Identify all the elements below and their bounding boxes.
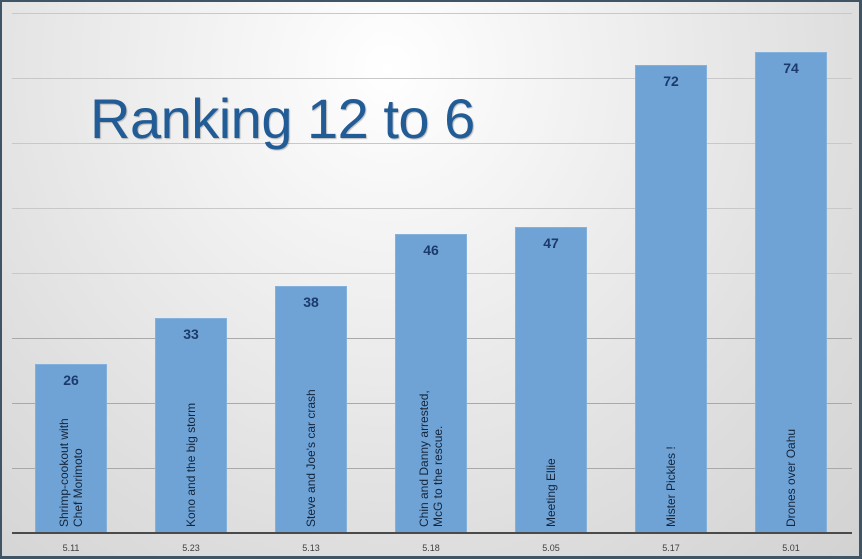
bar: 26 Shrimp-cookout with Chef Morimoto bbox=[35, 364, 107, 533]
bar-value-label: 46 bbox=[423, 242, 439, 258]
bar: 46 Chin and Danny arrested, McG to the re… bbox=[395, 234, 467, 533]
bar-text-label: Chin and Danny arrested, McG to the resc… bbox=[417, 390, 445, 527]
x-tick-label: 5.11 bbox=[62, 543, 80, 553]
bar-value-label: 33 bbox=[183, 326, 199, 342]
bar-value-label: 38 bbox=[303, 294, 319, 310]
bar-value-label: 74 bbox=[783, 60, 799, 76]
bar-text-label: Steve and Joe's car crash bbox=[304, 389, 318, 527]
gridline bbox=[12, 78, 852, 79]
bar: 33 Kono and the big storm bbox=[155, 318, 227, 533]
x-tick-label: 5.01 bbox=[782, 543, 800, 553]
x-tick-label: 5.05 bbox=[542, 543, 560, 553]
x-axis-line bbox=[12, 532, 852, 534]
gridline bbox=[12, 208, 852, 209]
gridline bbox=[12, 13, 852, 14]
x-tick-label: 5.18 bbox=[422, 543, 440, 553]
x-tick-label: 5.13 bbox=[302, 543, 320, 553]
chart-title: Ranking 12 to 6 bbox=[90, 87, 475, 150]
bar: 38 Steve and Joe's car crash bbox=[275, 286, 347, 533]
bar-value-label: 72 bbox=[663, 73, 679, 89]
bar-value-label: 26 bbox=[63, 372, 79, 388]
bar: 72 Mister Pickles ! bbox=[635, 65, 707, 533]
x-tick-label: 5.17 bbox=[662, 543, 680, 553]
bar-text-label: Drones over Oahu bbox=[784, 428, 798, 527]
bar-value-label: 47 bbox=[543, 235, 559, 251]
gridline bbox=[12, 143, 852, 144]
x-tick-label: 5.23 bbox=[182, 543, 200, 553]
bar-text-label: Mister Pickles ! bbox=[664, 446, 678, 527]
bar-text-label: Shrimp-cookout with Chef Morimoto bbox=[57, 418, 85, 527]
bar: 74 Drones over Oahu bbox=[755, 52, 827, 533]
bar: 47 Meeting Ellie bbox=[515, 227, 587, 533]
bar-text-label: Kono and the big storm bbox=[184, 402, 198, 527]
bar-text-label: Meeting Ellie bbox=[544, 458, 558, 527]
